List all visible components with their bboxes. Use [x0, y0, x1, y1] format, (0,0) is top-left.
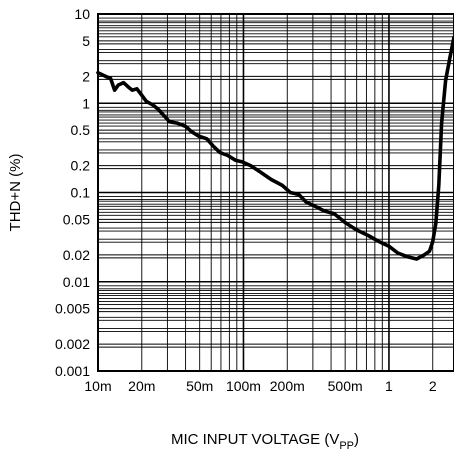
series-line-0: [96, 35, 454, 261]
y-tick-label: 5: [82, 33, 90, 49]
x-tick-label: 200m: [270, 378, 305, 394]
x-tick-labels: 10m 20m 50m 100m 200m 500m 1 2: [84, 378, 436, 394]
x-tick-label: 20m: [128, 378, 155, 394]
x-tick-label: 500m: [328, 378, 363, 394]
y-tick-label: 0.005: [55, 301, 90, 317]
y-tick-labels: 10 5 2 1 0.5 0.2 0.1 0.05 0.02 0.01 0.005 0.002 0.00…: [55, 6, 90, 379]
series-group: [96, 35, 454, 261]
plot-frame: [97, 13, 454, 372]
y-axis-label: THD+N (%): [7, 154, 24, 232]
x-axis-label: MIC INPUT VOLTAGE (VPP): [171, 431, 359, 452]
plot-border: [97, 13, 454, 372]
y-tick-label: 1: [82, 95, 90, 111]
y-tick-label: 0.01: [63, 274, 90, 290]
y-tick-label: 0.1: [71, 185, 91, 201]
y-tick-label: 0.05: [63, 211, 90, 227]
y-tick-label: 10: [74, 6, 90, 22]
x-tick-label: 10m: [84, 378, 111, 394]
y-tick-label: 0.001: [55, 363, 90, 379]
y-tick-label: 2: [82, 68, 90, 84]
x-tick-label: 2: [429, 378, 437, 394]
x-tick-label: 100m: [226, 378, 261, 394]
x-axis-label-close: ): [354, 431, 359, 448]
y-tick-label: 0.002: [55, 336, 90, 352]
x-tick-label: 50m: [186, 378, 213, 394]
y-tick-label: 0.2: [71, 158, 91, 174]
y-tick-label: 0.02: [63, 247, 90, 263]
x-axis-label-subscript: PP: [339, 440, 354, 452]
x-tick-label: 1: [385, 378, 393, 394]
y-tick-label: 0.5: [71, 122, 91, 138]
x-axis-label-main: MIC INPUT VOLTAGE (V: [171, 431, 339, 448]
